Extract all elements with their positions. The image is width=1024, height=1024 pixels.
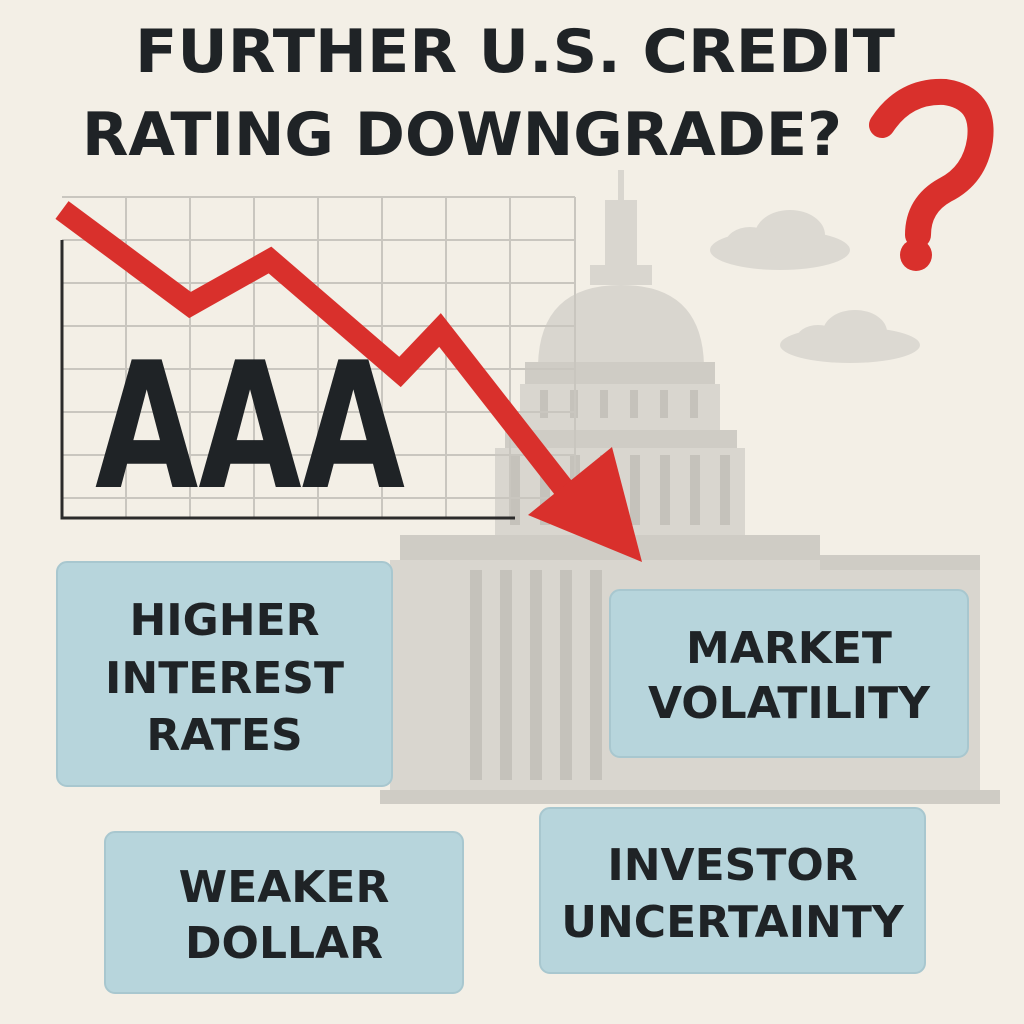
clouds [710, 210, 920, 363]
box-label: RATES [146, 710, 302, 761]
box-label: DOLLAR [185, 918, 383, 969]
box-label: WEAKER [179, 862, 390, 913]
box-label: VOLATILITY [648, 678, 931, 729]
title-line: FURTHER U.S. CREDIT [135, 17, 895, 87]
impact-box: HIGHER INTEREST RATES [56, 561, 393, 787]
chart-grid [62, 196, 576, 518]
box-label: HIGHER [129, 595, 319, 646]
box-label: MARKET [686, 623, 892, 674]
box-background [609, 589, 969, 758]
box-label: INTEREST [105, 653, 344, 704]
box-background [539, 807, 926, 974]
impact-box: INVESTOR UNCERTAINTY [539, 807, 926, 974]
box-background [104, 831, 464, 994]
arrow-head [528, 447, 642, 562]
rating: AAA [95, 326, 405, 529]
question-mark [869, 78, 994, 271]
box-background [56, 561, 393, 787]
box-label: INVESTOR [607, 840, 857, 891]
chart-axes [60, 240, 515, 520]
title-line: RATING DOWNGRADE? [82, 100, 842, 170]
box-label: UNCERTAINTY [561, 897, 905, 948]
down-arrow [55, 201, 574, 497]
